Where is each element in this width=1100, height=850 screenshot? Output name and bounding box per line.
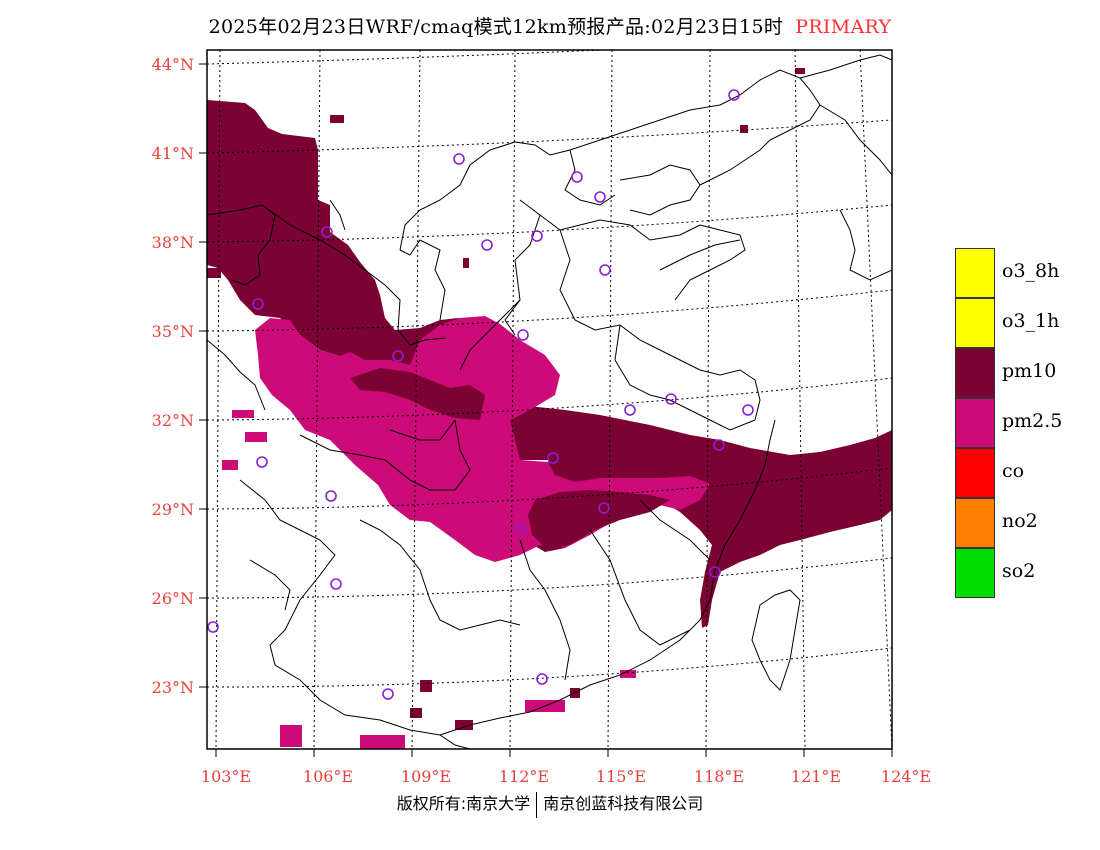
legend-swatch: [955, 348, 995, 398]
legend-label: pm10: [1002, 360, 1057, 382]
tick-marks: [199, 63, 893, 757]
pm10-region-north: [207, 100, 505, 382]
station-markers: [207, 89, 754, 700]
lat-label-44: 44°N: [152, 55, 194, 74]
footer-divider: [536, 791, 538, 818]
legend-label: pm2.5: [1002, 410, 1063, 432]
pm10-band-central: [480, 395, 892, 628]
legend-swatch: [955, 248, 995, 298]
lat-label-41: 41°N: [152, 144, 194, 163]
map-title: 2025年02月23日WRF/cmaq模式12km预报产品:02月23日15时 P…: [0, 12, 1100, 39]
lon-label-106: 106°E: [303, 767, 353, 786]
legend-swatch: [955, 548, 995, 598]
lon-label-124: 124°E: [881, 767, 931, 786]
lat-label-23: 23°N: [152, 678, 194, 697]
graticule: [207, 50, 892, 749]
legend-label: co: [1002, 460, 1025, 482]
map-content: [207, 50, 892, 749]
legend-swatch: [955, 448, 995, 498]
title-text: 2025年02月23日WRF/cmaq模式12km预报产品:02月23日15时: [208, 16, 784, 38]
legend-swatch: [955, 298, 995, 348]
legend-label: o3_1h: [1002, 310, 1060, 332]
legend-swatch: [955, 498, 995, 548]
map-frame: [206, 49, 893, 750]
lat-label-38: 38°N: [152, 233, 194, 252]
lat-label-32: 32°N: [152, 411, 194, 430]
legend-label: so2: [1002, 560, 1036, 582]
pm10-south-patch: [528, 490, 670, 550]
lat-label-29: 29°N: [152, 500, 194, 519]
primary-tag: PRIMARY: [795, 16, 892, 38]
lon-label-121: 121°E: [791, 767, 841, 786]
copyright-text: 版权所有:南京大学: [396, 794, 531, 813]
lon-label-112: 112°E: [499, 767, 549, 786]
lat-label-35: 35°N: [152, 322, 194, 341]
lat-label-26: 26°N: [152, 589, 194, 608]
lon-label-118: 118°E: [694, 767, 744, 786]
legend-label: o3_8h: [1002, 260, 1060, 282]
lon-label-103: 103°E: [201, 767, 251, 786]
lon-label-115: 115°E: [596, 767, 646, 786]
pm10-inner-patch: [350, 368, 485, 420]
copyright-footer: 版权所有:南京大学 南京创蓝科技有限公司: [0, 790, 1100, 818]
legend-label: no2: [1002, 510, 1038, 532]
boundary-lines: [207, 54, 892, 749]
company-text: 南京创蓝科技有限公司: [543, 794, 704, 813]
lon-label-109: 109°E: [401, 767, 451, 786]
legend-swatch: [955, 398, 995, 448]
